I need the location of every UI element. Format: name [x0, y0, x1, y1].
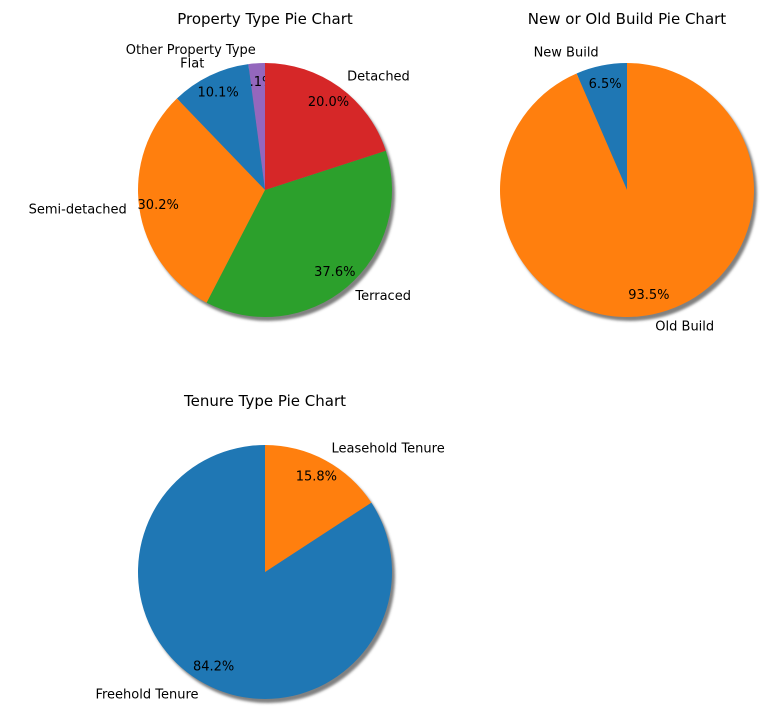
slice-percent-freehold-tenure: 84.2% [193, 659, 234, 674]
pie-slice-new-build [576, 63, 627, 190]
slice-percent-semi-detached: 30.2% [138, 198, 179, 213]
pie-slice-old-build [499, 63, 754, 317]
pie-slice-semi-detached [137, 98, 265, 303]
slice-label-old-build: Old Build [655, 319, 714, 334]
pie-slice-leasehold-tenure [265, 445, 372, 572]
slice-label-freehold-tenure: Freehold Tenure [95, 687, 198, 702]
slice-label-leasehold-tenure: Leasehold Tenure [332, 442, 445, 457]
build-type-pie: New or Old Build Pie Chart New Build 6.5%… [499, 10, 757, 334]
slice-percent-new-build: 6.5% [589, 77, 622, 92]
slice-label-semi-detached: Semi-detached [29, 203, 127, 218]
chart-title: Tenure Type Pie Chart [183, 392, 346, 410]
chart-title: Property Type Pie Chart [177, 10, 353, 28]
pie-slice-detached [265, 63, 386, 190]
slice-percent-leasehold-tenure: 15.8% [296, 470, 337, 485]
slice-label-flat: Flat [180, 57, 204, 72]
chart-title: New or Old Build Pie Chart [528, 10, 727, 28]
pie-slice-other-property-type [248, 63, 265, 190]
pie-slice-flat [176, 64, 265, 190]
tenure-type-pie: Tenure Type Pie Chart Freehold Tenure 84.… [95, 392, 445, 703]
slice-label-detached: Detached [347, 70, 410, 85]
slice-percent-old-build: 93.5% [628, 288, 669, 303]
property-type-pie: Property Type Pie Chart Other Property T… [29, 10, 411, 321]
slice-percent-terraced: 37.6% [314, 265, 355, 280]
pie-slice-terraced [206, 150, 392, 317]
slice-percent-detached: 20.0% [308, 95, 349, 110]
slice-percent-flat: 10.1% [197, 85, 238, 100]
slice-label-other-property-type: Other Property Type [126, 43, 256, 58]
slice-label-terraced: Terraced [354, 289, 411, 304]
slice-label-new-build: New Build [534, 46, 599, 61]
